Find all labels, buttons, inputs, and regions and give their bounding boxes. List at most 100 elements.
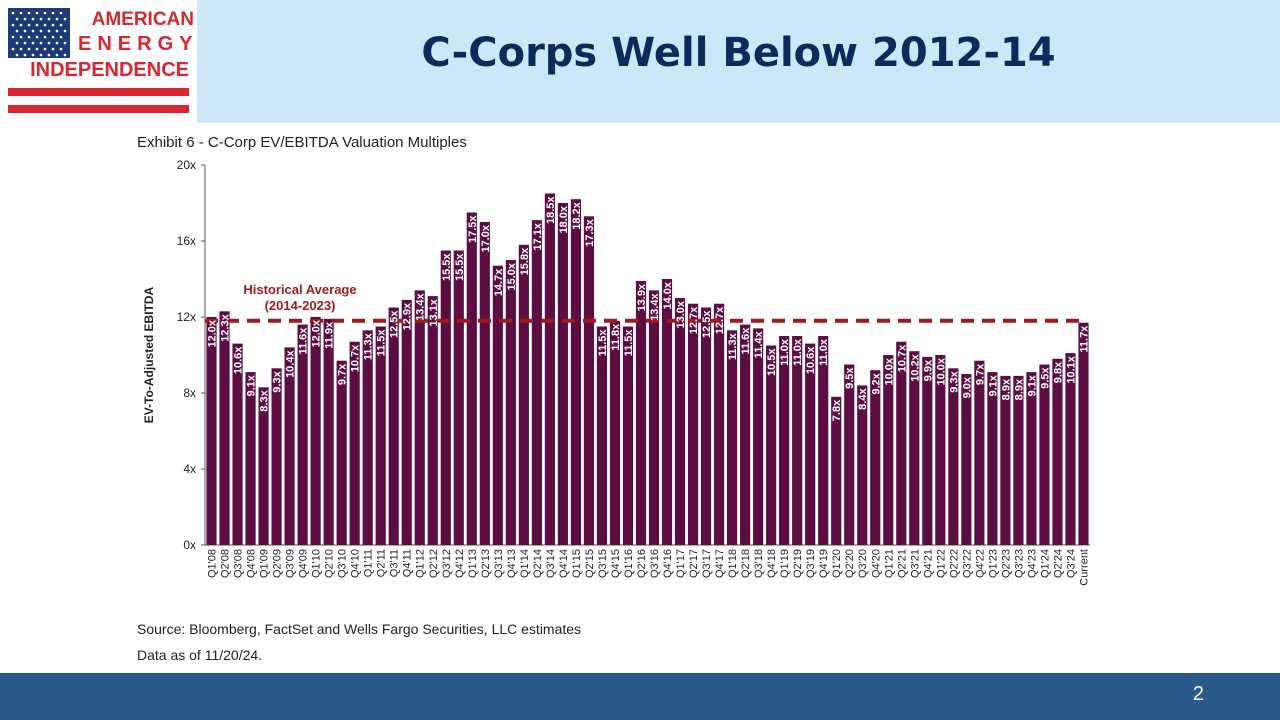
bar: [349, 341, 360, 545]
x-tick-label: Q1'17: [675, 549, 687, 578]
x-tick-label: Q2'23: [1000, 549, 1012, 578]
bar: [492, 265, 503, 545]
x-tick-label: Q1'13: [467, 549, 479, 578]
data-label: 17.1x: [532, 222, 544, 250]
y-tick-label: 8x: [183, 386, 196, 400]
bar: [844, 364, 855, 545]
x-tick-label: Q1'12: [415, 549, 427, 578]
bar: [753, 328, 764, 545]
data-label: 11.0x: [818, 338, 830, 366]
data-label: 10.6x: [805, 346, 817, 374]
bar: [323, 318, 334, 545]
data-label: 13.4x: [415, 293, 427, 321]
x-tick-label: Q3'11: [389, 549, 401, 577]
bar: [766, 345, 777, 545]
x-tick-label: Q3'14: [545, 549, 557, 578]
logo-line-3: INDEPENDENCE: [30, 59, 189, 81]
x-tick-label: Q2'21: [896, 549, 908, 578]
data-label: 9.2x: [870, 372, 882, 394]
x-tick-label: Q4'08: [246, 549, 258, 578]
data-label: 9.1x: [246, 374, 258, 396]
data-label: 12.9x: [402, 302, 414, 330]
bar: [922, 356, 933, 545]
ev-ebitda-bar-chart: 0x 4x 8x 12x 16x 20x EV-To-Adjusted EBITDA Hist…: [142, 158, 1090, 586]
x-tick-label: Q2'09: [272, 549, 284, 578]
data-label: 14.7x: [493, 268, 505, 296]
data-label: 12.7x: [714, 306, 726, 334]
bar: [896, 341, 907, 545]
x-tick-label: Q3'13: [493, 549, 505, 578]
bar: [831, 396, 842, 545]
data-label: 8.9x: [1000, 378, 1012, 400]
data-label: 10.7x: [350, 344, 362, 372]
data-label: 12.0x: [311, 319, 323, 347]
x-tick-label: Q4'17: [714, 549, 726, 578]
exhibit-title: Exhibit 6 - C-Corp EV/EBITDA Valuation M…: [137, 134, 467, 151]
footer-bar: 2: [0, 673, 1280, 720]
bar: [622, 326, 634, 545]
x-tick-label: Q1'19: [779, 549, 791, 578]
bar: [974, 360, 985, 545]
bar: [700, 307, 712, 545]
data-label: 15.5x: [454, 253, 466, 281]
bar: [232, 343, 243, 545]
x-tick-label: Q2'11: [376, 549, 388, 577]
bar: [440, 250, 451, 545]
x-tick-label: Q1'22: [935, 549, 947, 578]
bar: [1000, 375, 1011, 545]
x-tick-label: Q4'15: [610, 549, 622, 578]
bar: [453, 250, 464, 545]
x-tick-label: Q2'18: [740, 549, 752, 578]
data-label: 9.0x: [961, 376, 973, 398]
x-tick-label: Q2'17: [688, 549, 700, 578]
bar: [674, 298, 686, 545]
x-tick-label: Q2'12: [428, 549, 440, 578]
average-label-line-1: Historical Average: [243, 282, 356, 297]
bar: [505, 260, 516, 545]
x-tick-label: Q2'15: [584, 549, 596, 578]
bar: [909, 351, 920, 545]
bar: [401, 299, 412, 545]
bar: [792, 336, 803, 545]
data-label: 12.0x: [207, 319, 219, 347]
data-label: 12.5x: [389, 310, 401, 338]
data-label: 11.3x: [363, 332, 375, 360]
x-tick-label: Q4'09: [298, 549, 310, 578]
data-label: 9.7x: [974, 363, 986, 385]
data-label: 9.3x: [948, 370, 960, 392]
x-tick-label: Q2'13: [480, 549, 492, 578]
bar: [531, 220, 542, 545]
bar: [310, 317, 321, 545]
source-note: Source: Bloomberg, FactSet and Wells Far…: [137, 621, 582, 637]
data-label: 11.4x: [753, 331, 765, 359]
data-label: 11.8x: [610, 323, 622, 351]
bar: [284, 347, 295, 545]
x-tick-label: Q4'10: [350, 549, 362, 578]
bar: [414, 290, 425, 545]
y-tick-label: 12x: [177, 310, 196, 324]
x-tick-label: Q3'10: [337, 549, 349, 578]
bar: [648, 290, 660, 545]
data-label: 9.8x: [1052, 361, 1064, 383]
data-label: 9.5x: [844, 367, 856, 389]
bar: [596, 326, 608, 545]
bar: [466, 212, 477, 545]
bar: [687, 303, 699, 545]
data-label: 12.5x: [701, 310, 713, 338]
data-label: 15.5x: [441, 253, 453, 281]
x-tick-label: Q4'12: [454, 549, 466, 578]
data-label: 12.3x: [220, 313, 232, 341]
x-tick-label: Q1'14: [519, 549, 531, 578]
data-label: 17.0x: [480, 224, 492, 252]
x-tick-label: Q1'20: [831, 549, 843, 578]
bar: [609, 320, 621, 545]
data-label: 11.5x: [376, 329, 388, 357]
data-label: 8.9x: [1013, 378, 1025, 400]
data-label: 8.4x: [857, 388, 869, 410]
bar: [961, 374, 972, 545]
data-label: 10.7x: [896, 344, 908, 372]
x-tick-label: Current: [1078, 549, 1090, 586]
x-tick-label: Q2'10: [324, 549, 336, 578]
page-number: 2: [1192, 683, 1204, 705]
data-label: 10.5x: [766, 348, 778, 376]
